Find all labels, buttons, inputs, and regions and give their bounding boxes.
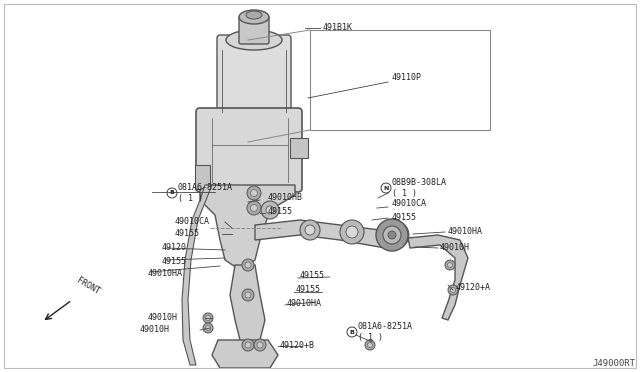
Polygon shape [230,265,265,348]
Circle shape [205,326,211,330]
Circle shape [347,327,357,337]
Circle shape [445,260,455,270]
Circle shape [346,231,354,239]
Polygon shape [182,185,212,365]
Text: 49155: 49155 [268,208,293,217]
Circle shape [305,225,315,235]
Text: 491B1K: 491B1K [323,23,353,32]
Circle shape [250,189,257,196]
Circle shape [385,231,394,240]
Text: 49010H: 49010H [148,312,178,321]
Text: 49010HA: 49010HA [287,298,322,308]
Circle shape [388,228,402,242]
Text: 081A6-8251A
( 1 ): 081A6-8251A ( 1 ) [178,183,233,203]
FancyBboxPatch shape [217,35,291,123]
Circle shape [257,342,263,348]
Circle shape [203,313,213,323]
Circle shape [167,188,177,198]
Bar [310,30,490,130]
Polygon shape [200,185,295,270]
Circle shape [242,339,254,351]
Text: 081A6-8251A
( 1 ): 081A6-8251A ( 1 ) [358,322,413,342]
Circle shape [247,186,261,200]
Text: N: N [383,186,388,190]
FancyBboxPatch shape [239,16,269,44]
Text: 49010H: 49010H [440,243,470,251]
Circle shape [448,285,458,295]
Text: 49010CA: 49010CA [392,199,427,208]
Text: 49120+B: 49120+B [280,341,315,350]
Text: FRONT: FRONT [75,276,101,296]
Circle shape [367,343,372,347]
Circle shape [203,323,213,333]
Circle shape [447,263,452,267]
Circle shape [266,206,274,214]
Bar [290,138,308,158]
Circle shape [245,342,251,348]
Text: 49155: 49155 [296,285,321,295]
Text: J49000RT: J49000RT [592,359,635,368]
Text: 49010HB: 49010HB [268,192,303,202]
Circle shape [365,340,375,350]
Circle shape [342,222,358,238]
Circle shape [242,289,254,301]
Circle shape [245,262,251,268]
Circle shape [348,233,352,237]
Circle shape [387,232,392,237]
Circle shape [451,288,456,292]
Circle shape [381,226,399,244]
Text: 49110P: 49110P [392,74,422,83]
Circle shape [250,205,257,212]
Ellipse shape [239,10,269,24]
Text: 49155: 49155 [162,257,187,266]
Circle shape [381,221,409,249]
Bar [195,165,210,189]
FancyBboxPatch shape [196,108,302,192]
Circle shape [205,315,211,321]
Circle shape [381,183,391,193]
Circle shape [261,201,279,219]
Polygon shape [408,235,468,320]
Text: 49155: 49155 [175,230,200,238]
Circle shape [247,201,261,215]
Circle shape [300,220,320,240]
Circle shape [254,339,266,351]
Text: 49010H: 49010H [140,326,170,334]
Ellipse shape [246,11,262,19]
Circle shape [242,259,254,271]
Circle shape [385,230,395,240]
Text: 49155: 49155 [392,212,417,221]
Text: 49010HA: 49010HA [148,269,183,278]
Text: 49120: 49120 [162,244,187,253]
Text: 49010CA: 49010CA [175,217,210,225]
Text: 49155: 49155 [300,272,325,280]
Text: 49010HA: 49010HA [448,227,483,235]
Text: B: B [170,190,175,196]
Circle shape [388,231,396,239]
Circle shape [376,219,408,251]
Text: B: B [349,330,355,334]
Circle shape [245,292,251,298]
Circle shape [383,226,401,244]
Circle shape [346,226,358,238]
Text: 08B9B-308LA
( 1 ): 08B9B-308LA ( 1 ) [392,178,447,198]
Ellipse shape [226,30,282,50]
Circle shape [346,226,354,234]
Text: 49120+A: 49120+A [456,283,491,292]
Polygon shape [255,220,390,248]
Circle shape [340,220,364,244]
Polygon shape [212,340,278,368]
